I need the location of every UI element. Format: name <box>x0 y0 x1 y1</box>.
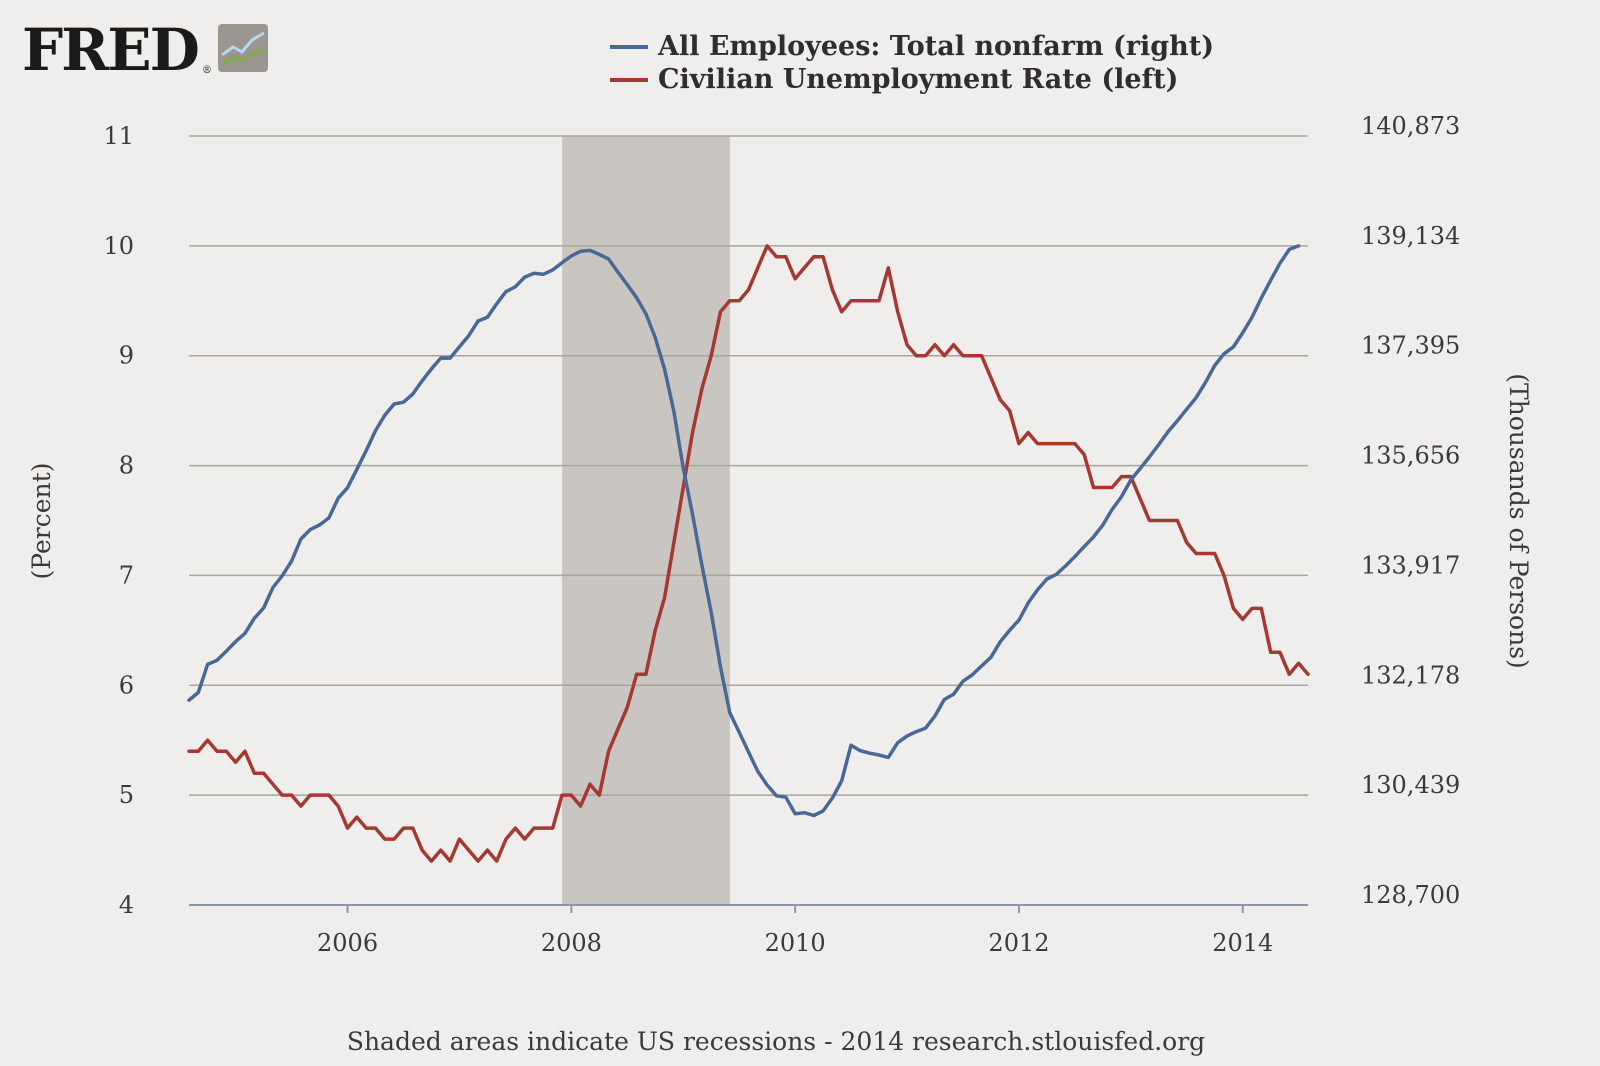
right-axis-label: (Thousands of Persons) <box>1504 373 1533 669</box>
right-axis-ticks: 128,700 130,439 132,178 133,917 135,656 137,3… <box>1361 112 1460 909</box>
right-tick-label: 139,134 <box>1361 222 1460 250</box>
gridlines <box>189 135 1308 906</box>
right-tick-label: 130,439 <box>1361 771 1460 799</box>
right-tick-label: 132,178 <box>1361 661 1460 689</box>
left-tick-label: 4 <box>119 891 134 919</box>
recession-shading-layer <box>562 136 730 905</box>
left-tick-label: 10 <box>103 232 134 260</box>
left-tick-label: 6 <box>119 671 134 699</box>
left-tick-label: 11 <box>103 122 134 150</box>
legend-label-employees: All Employees: Total nonfarm (right) <box>657 31 1214 62</box>
fred-logo-text: FRED <box>22 16 198 84</box>
x-tick-label: 2006 <box>317 929 378 957</box>
legend: All Employees: Total nonfarm (right) Civ… <box>610 31 1214 95</box>
x-tick-label: 2014 <box>1212 929 1273 957</box>
x-axis-ticks: 2006 2008 2010 2012 2014 <box>317 905 1273 957</box>
nonfarm-employees-line <box>187 244 1301 818</box>
left-tick-label: 5 <box>119 781 134 809</box>
right-tick-label: 140,873 <box>1361 112 1460 140</box>
right-tick-label: 128,700 <box>1361 881 1460 909</box>
fred-chart-logo-icon <box>218 24 268 72</box>
recession-band <box>562 136 730 905</box>
right-tick-label: 137,395 <box>1361 332 1460 360</box>
legend-label-unemployment: Civilian Unemployment Rate (left) <box>658 64 1178 95</box>
left-tick-label: 8 <box>119 452 134 480</box>
right-tick-label: 133,917 <box>1361 551 1460 579</box>
series-layer <box>187 244 1310 863</box>
left-tick-label: 9 <box>119 342 134 370</box>
x-tick-label: 2010 <box>765 929 826 957</box>
right-tick-label: 135,656 <box>1361 442 1460 470</box>
left-tick-label: 7 <box>119 561 134 589</box>
fred-logo-registered-mark: ® <box>202 65 212 76</box>
left-axis-label: (Percent) <box>27 463 56 580</box>
left-axis-ticks: 4 5 6 7 8 9 10 11 <box>103 122 134 919</box>
footer-note: Shaded areas indicate US recessions - 20… <box>347 1027 1205 1056</box>
x-tick-label: 2008 <box>541 929 602 957</box>
unemployment-rate-line <box>187 244 1310 863</box>
fred-logo[interactable]: FRED ® <box>22 16 268 84</box>
x-tick-label: 2012 <box>988 929 1049 957</box>
